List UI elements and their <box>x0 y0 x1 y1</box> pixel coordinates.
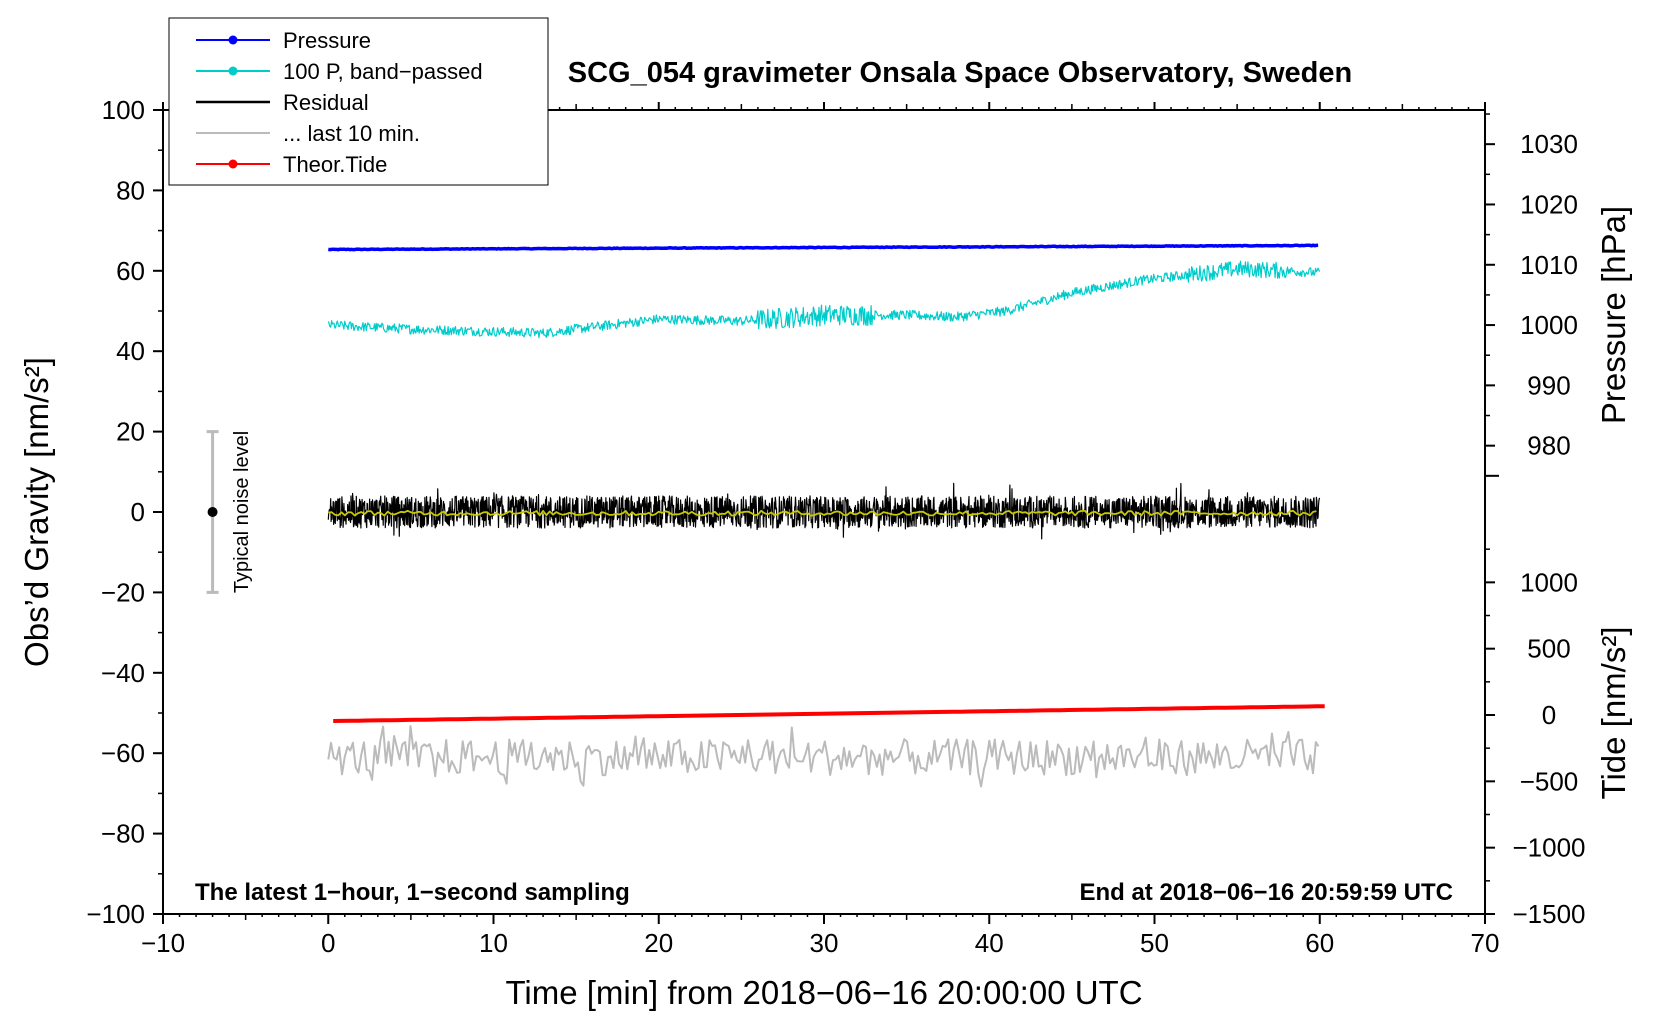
tick-labels: −10 0 10 20 30 40 50 60 70−100−80−60−40−20020406… <box>86 95 1585 958</box>
y-axis-title-left: Obs’d Gravity [nm/s²] <box>18 357 55 667</box>
x-axis-title: Time [min] from 2018−06−16 20:00:00 UTC <box>505 974 1142 1011</box>
pressure-tick-label-5: 1030 <box>1520 129 1578 159</box>
y-tick-label-7: 40 <box>116 336 145 366</box>
tide-tick-label-1: −1000 <box>1512 833 1585 863</box>
legend-marker-0 <box>228 35 238 45</box>
series-pressure <box>328 243 1319 252</box>
axis-ticks <box>153 102 1499 924</box>
noise-bar-center-dot <box>207 507 218 517</box>
x-tick-label-8: 70 <box>1471 928 1500 958</box>
x-tick-label-4: 30 <box>810 928 839 958</box>
tide-tick-label-3: 0 <box>1542 700 1556 730</box>
y-tick-label-10: 100 <box>102 95 145 125</box>
pressure-tick-label-3: 1010 <box>1520 250 1578 280</box>
series-band-passed <box>327 260 1321 339</box>
legend-label-3: ... last 10 min. <box>283 121 420 146</box>
legend-label-1: 100 P, band−passed <box>283 59 483 84</box>
pressure-tick-label-0: 980 <box>1527 431 1570 461</box>
y-tick-label-5: 0 <box>131 497 145 527</box>
pressure-line <box>328 243 1319 252</box>
x-tick-label-2: 10 <box>479 928 508 958</box>
y-tick-label-2: −60 <box>101 738 145 768</box>
last-10-min-line <box>327 725 1320 788</box>
legend-entries: Pressure 100 P, band−passed Residual ... la… <box>196 28 483 177</box>
noise-bar <box>206 430 219 594</box>
noise-level-label: Typical noise level <box>231 431 253 593</box>
annotation-sampling: The latest 1−hour, 1−second sampling <box>195 879 630 906</box>
y-tick-label-6: 20 <box>116 417 145 447</box>
y-axis-title-tide: Tide [nm/s²] <box>1595 627 1632 800</box>
legend-label-2: Residual <box>283 90 369 115</box>
pressure-tick-label-4: 1020 <box>1520 189 1578 219</box>
y-axis-title-pressure: Pressure [hPa] <box>1595 206 1632 424</box>
series-last-10-min <box>327 725 1320 788</box>
x-tick-label-3: 20 <box>644 928 673 958</box>
series-residual <box>327 482 1321 540</box>
legend-marker-4 <box>228 159 238 169</box>
y-tick-label-4: −20 <box>101 577 145 607</box>
y-tick-label-9: 80 <box>116 175 145 205</box>
chart-title: SCG_054 gravimeter Onsala Space Observat… <box>568 57 1352 89</box>
residual-line <box>327 482 1321 540</box>
tide-tick-label-4: 500 <box>1527 634 1570 664</box>
legend-marker-1 <box>228 66 238 76</box>
tide-tick-label-0: −1500 <box>1512 899 1585 929</box>
theor-tide-line <box>333 704 1325 723</box>
y-tick-label-1: −80 <box>101 819 145 849</box>
legend-label-4: Theor.Tide <box>283 152 387 177</box>
tide-tick-label-5: 1000 <box>1520 567 1578 597</box>
x-tick-label-7: 60 <box>1305 928 1334 958</box>
legend-label-0: Pressure <box>283 28 371 53</box>
pressure-tick-label-2: 1000 <box>1520 310 1578 340</box>
series-theor-tide <box>333 704 1325 723</box>
x-tick-label-6: 50 <box>1140 928 1169 958</box>
annotation-end-time: End at 2018−06−16 20:59:59 UTC <box>1079 879 1453 906</box>
legend: Pressure 100 P, band−passed Residual ... la… <box>168 17 549 186</box>
pressure-tick-label-1: 990 <box>1527 370 1570 400</box>
x-tick-label-5: 40 <box>975 928 1004 958</box>
y-tick-label-8: 60 <box>116 256 145 286</box>
series-residual-smoothed <box>328 509 1317 517</box>
band-passed-line <box>327 260 1321 339</box>
residual-smoothed-line <box>328 509 1317 517</box>
x-tick-label-0: −10 <box>141 928 185 958</box>
tide-tick-label-2: −500 <box>1520 766 1579 796</box>
y-tick-label-3: −40 <box>101 658 145 688</box>
x-tick-label-1: 0 <box>321 928 335 958</box>
y-tick-label-0: −100 <box>86 899 145 929</box>
